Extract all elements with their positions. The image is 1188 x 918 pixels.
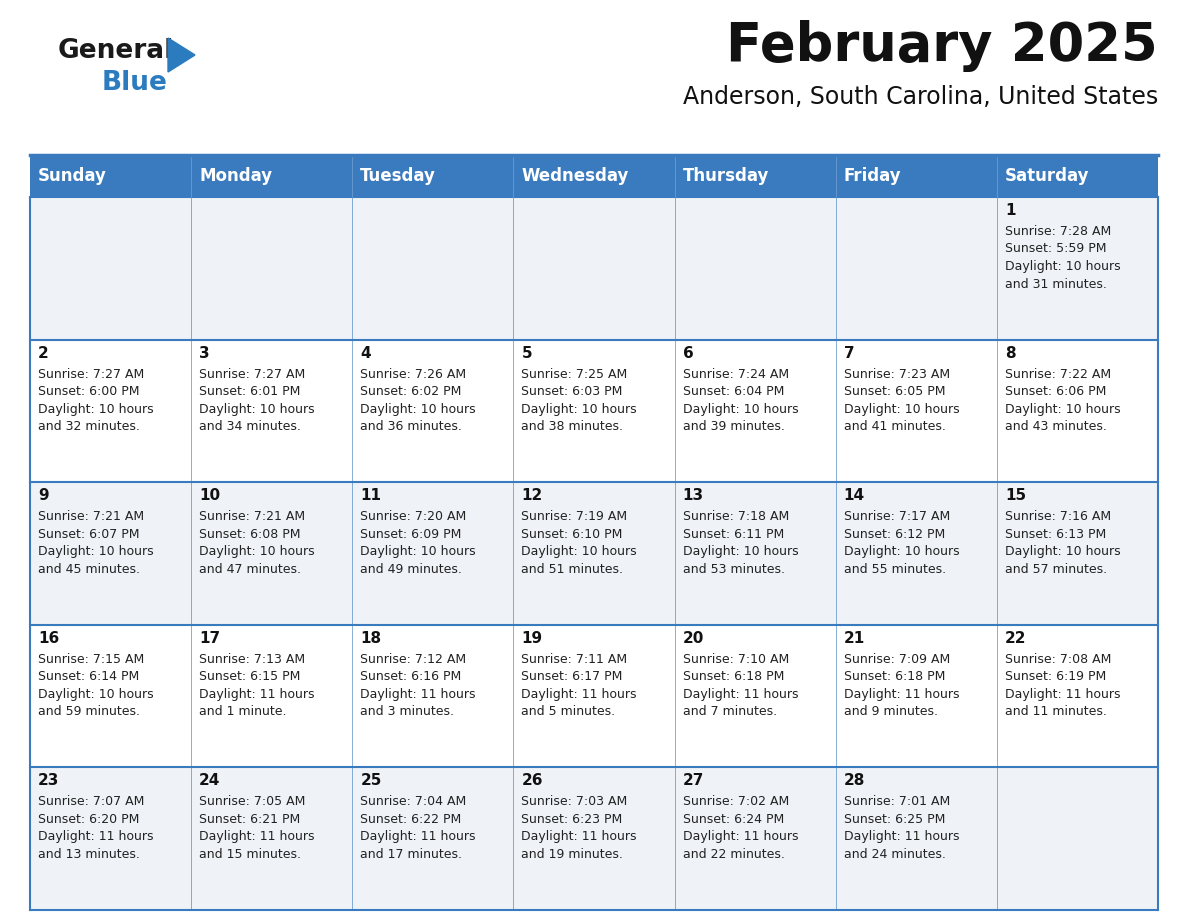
Bar (30, 155, 1158, 197)
Text: 2: 2 (38, 345, 49, 361)
Text: Sunrise: 7:17 AM
Sunset: 6:12 PM
Daylight: 10 hours
and 55 minutes.: Sunrise: 7:17 AM Sunset: 6:12 PM Dayligh… (843, 510, 960, 576)
Text: Friday: Friday (843, 167, 902, 185)
Text: 26: 26 (522, 773, 543, 789)
Text: 13: 13 (683, 488, 703, 503)
Text: Sunrise: 7:01 AM
Sunset: 6:25 PM
Daylight: 11 hours
and 24 minutes.: Sunrise: 7:01 AM Sunset: 6:25 PM Dayligh… (843, 795, 959, 861)
Text: Sunrise: 7:24 AM
Sunset: 6:04 PM
Daylight: 10 hours
and 39 minutes.: Sunrise: 7:24 AM Sunset: 6:04 PM Dayligh… (683, 367, 798, 433)
Text: Sunrise: 7:12 AM
Sunset: 6:16 PM
Daylight: 11 hours
and 3 minutes.: Sunrise: 7:12 AM Sunset: 6:16 PM Dayligh… (360, 653, 475, 718)
Text: Tuesday: Tuesday (360, 167, 436, 185)
Text: Sunrise: 7:20 AM
Sunset: 6:09 PM
Daylight: 10 hours
and 49 minutes.: Sunrise: 7:20 AM Sunset: 6:09 PM Dayligh… (360, 510, 476, 576)
Text: Sunrise: 7:21 AM
Sunset: 6:08 PM
Daylight: 10 hours
and 47 minutes.: Sunrise: 7:21 AM Sunset: 6:08 PM Dayligh… (200, 510, 315, 576)
Text: Sunrise: 7:27 AM
Sunset: 6:01 PM
Daylight: 10 hours
and 34 minutes.: Sunrise: 7:27 AM Sunset: 6:01 PM Dayligh… (200, 367, 315, 433)
Bar (30, 482, 1158, 625)
Text: Sunrise: 7:02 AM
Sunset: 6:24 PM
Daylight: 11 hours
and 22 minutes.: Sunrise: 7:02 AM Sunset: 6:24 PM Dayligh… (683, 795, 798, 861)
Text: 28: 28 (843, 773, 865, 789)
Text: 25: 25 (360, 773, 381, 789)
Text: 10: 10 (200, 488, 220, 503)
Text: 11: 11 (360, 488, 381, 503)
Bar (30, 767, 1158, 910)
Text: February 2025: February 2025 (726, 20, 1158, 72)
Text: 22: 22 (1005, 631, 1026, 645)
Text: Thursday: Thursday (683, 167, 769, 185)
Text: 15: 15 (1005, 488, 1026, 503)
Text: Sunrise: 7:21 AM
Sunset: 6:07 PM
Daylight: 10 hours
and 45 minutes.: Sunrise: 7:21 AM Sunset: 6:07 PM Dayligh… (38, 510, 153, 576)
Text: Sunrise: 7:18 AM
Sunset: 6:11 PM
Daylight: 10 hours
and 53 minutes.: Sunrise: 7:18 AM Sunset: 6:11 PM Dayligh… (683, 510, 798, 576)
Text: Sunrise: 7:03 AM
Sunset: 6:23 PM
Daylight: 11 hours
and 19 minutes.: Sunrise: 7:03 AM Sunset: 6:23 PM Dayligh… (522, 795, 637, 861)
Text: 3: 3 (200, 345, 210, 361)
Text: Saturday: Saturday (1005, 167, 1089, 185)
Text: 1: 1 (1005, 203, 1016, 218)
Text: 23: 23 (38, 773, 59, 789)
Text: 24: 24 (200, 773, 221, 789)
Text: 16: 16 (38, 631, 59, 645)
Text: 17: 17 (200, 631, 220, 645)
Text: 6: 6 (683, 345, 694, 361)
Text: Sunrise: 7:11 AM
Sunset: 6:17 PM
Daylight: 11 hours
and 5 minutes.: Sunrise: 7:11 AM Sunset: 6:17 PM Dayligh… (522, 653, 637, 718)
Text: 18: 18 (360, 631, 381, 645)
Text: 9: 9 (38, 488, 49, 503)
Text: Sunrise: 7:15 AM
Sunset: 6:14 PM
Daylight: 10 hours
and 59 minutes.: Sunrise: 7:15 AM Sunset: 6:14 PM Dayligh… (38, 653, 153, 718)
Text: 21: 21 (843, 631, 865, 645)
Text: Sunrise: 7:16 AM
Sunset: 6:13 PM
Daylight: 10 hours
and 57 minutes.: Sunrise: 7:16 AM Sunset: 6:13 PM Dayligh… (1005, 510, 1120, 576)
Bar (30, 197, 1158, 340)
Text: Monday: Monday (200, 167, 272, 185)
Text: Sunday: Sunday (38, 167, 107, 185)
Text: Sunrise: 7:08 AM
Sunset: 6:19 PM
Daylight: 11 hours
and 11 minutes.: Sunrise: 7:08 AM Sunset: 6:19 PM Dayligh… (1005, 653, 1120, 718)
Text: 20: 20 (683, 631, 704, 645)
Text: Sunrise: 7:05 AM
Sunset: 6:21 PM
Daylight: 11 hours
and 15 minutes.: Sunrise: 7:05 AM Sunset: 6:21 PM Dayligh… (200, 795, 315, 861)
Bar (30, 625, 1158, 767)
Text: Sunrise: 7:19 AM
Sunset: 6:10 PM
Daylight: 10 hours
and 51 minutes.: Sunrise: 7:19 AM Sunset: 6:10 PM Dayligh… (522, 510, 637, 576)
Bar (30, 340, 1158, 482)
Text: Anderson, South Carolina, United States: Anderson, South Carolina, United States (683, 85, 1158, 109)
Text: Sunrise: 7:07 AM
Sunset: 6:20 PM
Daylight: 11 hours
and 13 minutes.: Sunrise: 7:07 AM Sunset: 6:20 PM Dayligh… (38, 795, 153, 861)
Text: Sunrise: 7:04 AM
Sunset: 6:22 PM
Daylight: 11 hours
and 17 minutes.: Sunrise: 7:04 AM Sunset: 6:22 PM Dayligh… (360, 795, 475, 861)
Text: 5: 5 (522, 345, 532, 361)
Text: Sunrise: 7:25 AM
Sunset: 6:03 PM
Daylight: 10 hours
and 38 minutes.: Sunrise: 7:25 AM Sunset: 6:03 PM Dayligh… (522, 367, 637, 433)
Text: Sunrise: 7:27 AM
Sunset: 6:00 PM
Daylight: 10 hours
and 32 minutes.: Sunrise: 7:27 AM Sunset: 6:00 PM Dayligh… (38, 367, 153, 433)
Text: Sunrise: 7:13 AM
Sunset: 6:15 PM
Daylight: 11 hours
and 1 minute.: Sunrise: 7:13 AM Sunset: 6:15 PM Dayligh… (200, 653, 315, 718)
Text: Sunrise: 7:26 AM
Sunset: 6:02 PM
Daylight: 10 hours
and 36 minutes.: Sunrise: 7:26 AM Sunset: 6:02 PM Dayligh… (360, 367, 476, 433)
Text: Sunrise: 7:28 AM
Sunset: 5:59 PM
Daylight: 10 hours
and 31 minutes.: Sunrise: 7:28 AM Sunset: 5:59 PM Dayligh… (1005, 225, 1120, 290)
Text: 27: 27 (683, 773, 704, 789)
Text: General: General (58, 38, 175, 64)
Text: 19: 19 (522, 631, 543, 645)
Text: 7: 7 (843, 345, 854, 361)
Text: Sunrise: 7:09 AM
Sunset: 6:18 PM
Daylight: 11 hours
and 9 minutes.: Sunrise: 7:09 AM Sunset: 6:18 PM Dayligh… (843, 653, 959, 718)
Text: 4: 4 (360, 345, 371, 361)
Text: Wednesday: Wednesday (522, 167, 628, 185)
Text: Sunrise: 7:10 AM
Sunset: 6:18 PM
Daylight: 11 hours
and 7 minutes.: Sunrise: 7:10 AM Sunset: 6:18 PM Dayligh… (683, 653, 798, 718)
Text: 14: 14 (843, 488, 865, 503)
Text: Sunrise: 7:23 AM
Sunset: 6:05 PM
Daylight: 10 hours
and 41 minutes.: Sunrise: 7:23 AM Sunset: 6:05 PM Dayligh… (843, 367, 960, 433)
Text: 12: 12 (522, 488, 543, 503)
Polygon shape (168, 38, 195, 72)
Text: Sunrise: 7:22 AM
Sunset: 6:06 PM
Daylight: 10 hours
and 43 minutes.: Sunrise: 7:22 AM Sunset: 6:06 PM Dayligh… (1005, 367, 1120, 433)
Text: 8: 8 (1005, 345, 1016, 361)
Text: Blue: Blue (102, 70, 168, 96)
